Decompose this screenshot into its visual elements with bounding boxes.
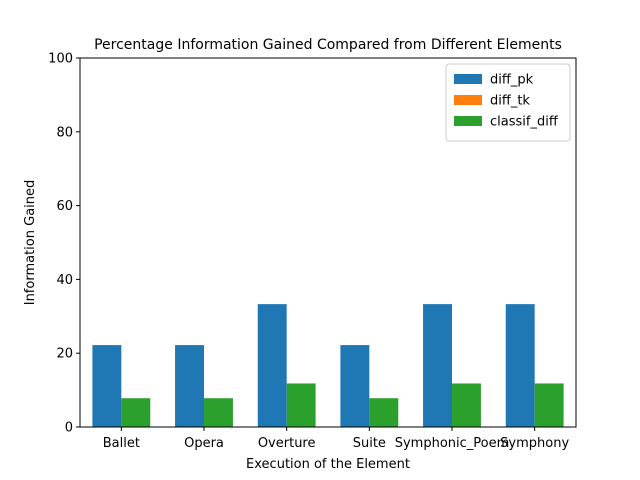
x-tick-label: Ballet	[103, 436, 140, 451]
x-tick-label: Opera	[184, 436, 224, 451]
y-tick-label: 20	[56, 347, 73, 362]
bar-classif_diff-Symphony	[534, 383, 564, 427]
bar-classif_diff-Overture	[286, 383, 316, 427]
legend-swatch-classif_diff	[454, 116, 482, 126]
legend-label-diff_tk: diff_tk	[490, 94, 530, 109]
y-tick-label: 0	[65, 421, 73, 436]
bar-diff_pk-Ballet	[92, 345, 122, 427]
y-tick-label: 40	[56, 273, 73, 288]
y-axis: 0 20 40 60 80 100	[48, 52, 80, 436]
legend-swatch-diff_tk	[454, 95, 482, 105]
x-axis-label: Execution of the Element	[246, 457, 410, 472]
chart-title: Percentage Information Gained Compared f…	[94, 37, 562, 53]
legend: diff_pk diff_tk classif_diff	[445, 63, 571, 142]
bar-diff_pk-Symphonic_Poem	[423, 304, 452, 427]
bar-classif_diff-Ballet	[121, 398, 151, 427]
bar-diff_pk-Symphony	[505, 304, 535, 427]
y-tick-label: 100	[48, 52, 73, 67]
plot-frame	[79, 57, 577, 428]
bar-classif_diff-Symphonic_Poem	[452, 383, 481, 427]
bars-layer	[92, 304, 564, 427]
bar-diff_pk-Opera	[175, 345, 204, 427]
bar-diff_pk-Overture	[257, 304, 287, 427]
legend-swatch-diff_pk	[454, 74, 482, 84]
y-tick-label: 60	[56, 199, 73, 214]
y-tick-label: 80	[56, 125, 73, 140]
legend-label-classif_diff: classif_diff	[490, 115, 559, 130]
y-axis-label: Information Gained	[23, 180, 38, 306]
x-tick-label: Overture	[258, 436, 316, 451]
bar-diff_pk-Suite	[340, 345, 370, 427]
bar-classif_diff-Suite	[369, 398, 399, 427]
x-tick-label: Symphony	[500, 436, 569, 451]
x-axis: Ballet Opera Overture Suite Symphonic_PoemSy…	[103, 427, 569, 451]
x-tick-label: Symphonic_Poem	[395, 436, 510, 451]
bar-classif_diff-Opera	[204, 398, 233, 427]
legend-label-diff_pk: diff_pk	[490, 73, 534, 88]
x-tick-label: Suite	[353, 436, 386, 451]
